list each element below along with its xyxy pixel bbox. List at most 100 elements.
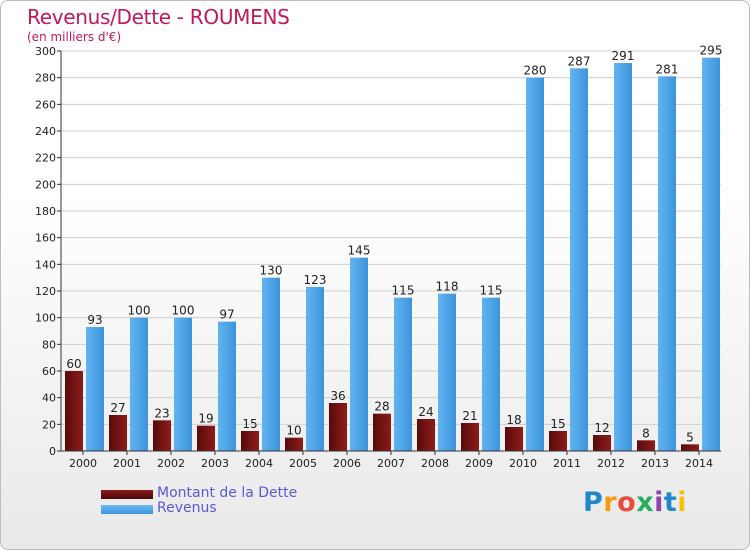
- bar-revenus-2004: [262, 277, 280, 451]
- x-tick-label: 2009: [465, 457, 493, 470]
- bar-revenus-2010: [526, 77, 544, 452]
- bar-dette-2008: [417, 419, 435, 451]
- y-tick-label: 180: [35, 205, 56, 218]
- bar-revenus-2005: [306, 287, 324, 451]
- bar-dette-2007: [373, 413, 391, 451]
- y-tick-label: 100: [35, 312, 56, 325]
- y-tick-label: 0: [49, 445, 56, 458]
- bar-revenus-2000: [86, 327, 104, 451]
- logo-letter: P: [583, 487, 604, 518]
- chart-subtitle: (en milliers d'€): [27, 30, 122, 44]
- bar-revenus-2002: [174, 317, 192, 451]
- data-label: 8: [642, 426, 650, 440]
- x-tick-label: 2006: [333, 457, 361, 470]
- proxiti-logo: Proxiti: [583, 487, 687, 518]
- logo-letter: t: [663, 487, 678, 518]
- bar-revenus-2007: [394, 297, 412, 451]
- x-tick-label: 2010: [509, 457, 537, 470]
- data-label: 115: [392, 284, 415, 298]
- x-tick-label: 2011: [553, 457, 581, 470]
- data-label: 18: [506, 413, 521, 427]
- y-tick-label: 140: [35, 258, 56, 271]
- bar-revenus-2012: [614, 63, 632, 451]
- data-label: 15: [550, 417, 565, 431]
- y-tick-label: 20: [42, 418, 56, 431]
- data-label: 28: [374, 400, 389, 414]
- x-tick-label: 2008: [421, 457, 449, 470]
- data-label: 36: [330, 389, 345, 403]
- x-tick-label: 2012: [597, 457, 625, 470]
- data-label: 23: [154, 406, 169, 420]
- bar-revenus-2009: [482, 297, 500, 451]
- data-label: 145: [348, 244, 371, 258]
- x-tick-label: 2013: [641, 457, 669, 470]
- y-tick-label: 240: [35, 125, 56, 138]
- bar-dette-2013: [637, 440, 655, 451]
- data-label: 24: [418, 405, 433, 419]
- bar-dette-2002: [153, 420, 171, 451]
- legend-label-revenus: Revenus: [157, 500, 217, 516]
- bar-dette-2012: [593, 435, 611, 451]
- logo-letter: i: [654, 487, 664, 518]
- bar-dette-2011: [549, 431, 567, 451]
- data-label: 19: [198, 412, 213, 426]
- y-tick-label: 120: [35, 285, 56, 298]
- bar-revenus-2006: [350, 257, 368, 451]
- bar-revenus-2011: [570, 68, 588, 451]
- data-label: 100: [128, 304, 151, 318]
- logo-letter: o: [617, 487, 637, 518]
- bar-dette-2000: [65, 371, 83, 451]
- x-tick-label: 2002: [157, 457, 185, 470]
- legend-swatch-revenus: [101, 505, 153, 514]
- logo-letter: r: [603, 487, 618, 518]
- y-tick-label: 220: [35, 152, 56, 165]
- data-label: 130: [260, 264, 283, 278]
- chart-title: Revenus/Dette - ROUMENS: [27, 5, 290, 29]
- data-label: 12: [594, 421, 609, 435]
- x-tick-label: 2000: [69, 457, 97, 470]
- bar-revenus-2003: [218, 321, 236, 451]
- logo-letter: i: [677, 487, 688, 518]
- data-label: 281: [656, 62, 679, 76]
- y-tick-label: 300: [35, 45, 56, 58]
- bar-revenus-2014: [702, 57, 720, 452]
- data-label: 115: [480, 284, 503, 298]
- bar-revenus-2013: [658, 76, 676, 451]
- data-label: 118: [436, 280, 459, 294]
- bar-dette-2010: [505, 427, 523, 451]
- data-label: 123: [304, 273, 327, 287]
- legend-swatch-dette: [101, 490, 153, 499]
- bar-dette-2006: [329, 403, 347, 451]
- x-tick-label: 2014: [685, 457, 713, 470]
- y-tick-label: 160: [35, 232, 56, 245]
- data-label: 93: [87, 313, 102, 327]
- data-label: 280: [524, 64, 547, 78]
- y-tick-label: 60: [42, 365, 56, 378]
- x-tick-label: 2004: [245, 457, 273, 470]
- data-label: 100: [172, 304, 195, 318]
- data-label: 291: [612, 49, 635, 63]
- y-tick-label: 200: [35, 178, 56, 191]
- x-tick-label: 2007: [377, 457, 405, 470]
- y-tick-label: 280: [35, 72, 56, 85]
- y-tick-label: 260: [35, 98, 56, 111]
- bar-revenus-2001: [130, 317, 148, 451]
- data-label: 97: [219, 308, 234, 322]
- data-label: 5: [686, 430, 694, 444]
- data-label: 15: [242, 417, 257, 431]
- bar-revenus-2008: [438, 293, 456, 451]
- bar-dette-2014: [681, 444, 699, 451]
- data-label: 21: [462, 409, 477, 423]
- legend-label-dette: Montant de la Dette: [157, 485, 298, 501]
- x-tick-label: 2005: [289, 457, 317, 470]
- x-tick-label: 2003: [201, 457, 229, 470]
- bar-dette-2003: [197, 425, 215, 451]
- logo-letter: x: [636, 487, 655, 518]
- bar-dette-2009: [461, 423, 479, 451]
- data-label: 27: [110, 401, 125, 415]
- data-label: 10: [286, 424, 301, 438]
- data-label: 60: [66, 357, 81, 371]
- bar-dette-2005: [285, 437, 303, 451]
